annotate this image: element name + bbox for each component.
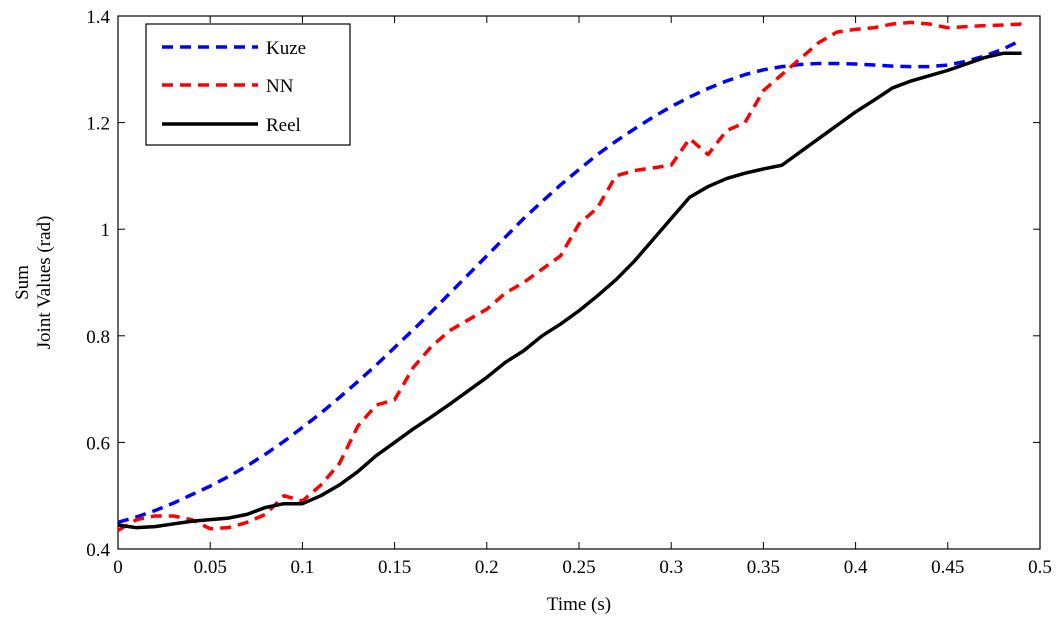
x-tick-label: 0.4	[844, 557, 868, 578]
series-layer	[117, 20, 1023, 532]
x-axis-title: Time (s)	[547, 594, 611, 615]
legend-label-kuze: Kuze	[266, 38, 306, 59]
y-axis-title: Sum Joint Values (rad)	[12, 216, 55, 350]
y-tick-label: 1.4	[86, 7, 110, 28]
series-line-kuze	[117, 38, 1023, 525]
legend: Kuze NN Reel	[145, 23, 351, 146]
x-tick-label: 0.45	[931, 557, 964, 578]
x-axis-ticks: 0 0.05 0.1 0.15 0.2 0.25 0.3 0.35 0.4 0.45 0.5	[113, 16, 1052, 578]
y-tick-label: 1	[101, 220, 111, 241]
x-tick-label: 0.15	[378, 557, 411, 578]
y-tick-label: 0.4	[86, 540, 110, 561]
x-tick-label: 0.35	[747, 557, 780, 578]
x-tick-label: 0.2	[475, 557, 499, 578]
y-tick-label: 0.8	[86, 327, 110, 348]
legend-label-nn: NN	[266, 76, 294, 97]
y-axis-ticks: 0.4 0.6 0.8 1 1.2 1.4	[86, 7, 1040, 561]
y-tick-label: 0.6	[86, 433, 110, 454]
series-line-reel	[117, 51, 1022, 530]
x-tick-label: 0.3	[659, 557, 683, 578]
x-tick-label: 0.1	[291, 557, 315, 578]
x-tick-label: 0.25	[562, 557, 595, 578]
legend-label-reel: Reel	[266, 115, 301, 136]
legend-box	[145, 23, 351, 146]
y-axis-title-line-1: Sum	[12, 265, 33, 300]
series-line-nn	[117, 20, 1022, 532]
x-tick-label: 0.05	[194, 557, 227, 578]
x-tick-label: 0	[113, 557, 123, 578]
y-tick-label: 1.2	[86, 114, 110, 135]
y-axis-title-line-2: Joint Values (rad)	[34, 216, 55, 350]
x-tick-label: 0.5	[1028, 557, 1052, 578]
